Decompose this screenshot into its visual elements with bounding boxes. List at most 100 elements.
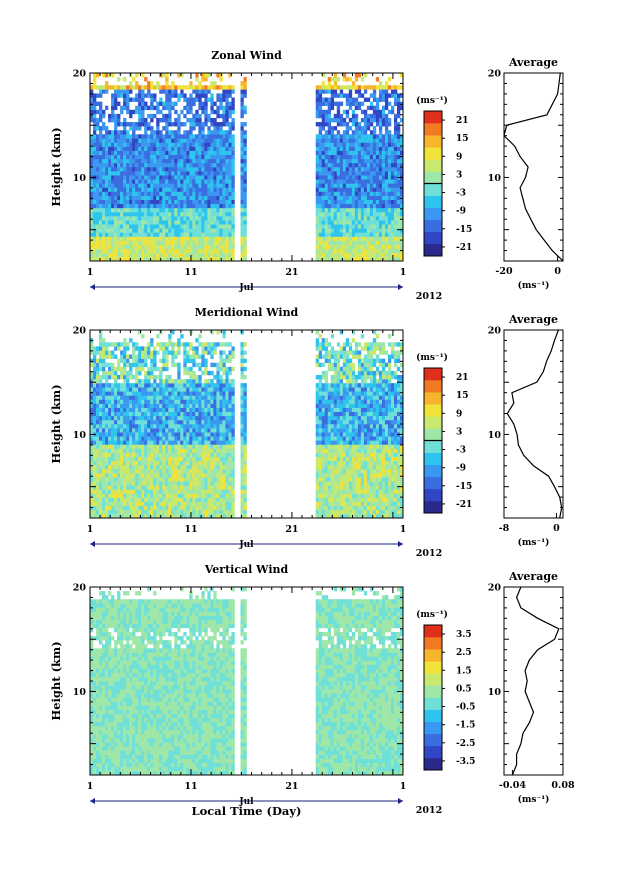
heatmap-cell: [231, 183, 235, 188]
heatmap-cell: [141, 485, 145, 490]
heatmap-cell: [117, 85, 121, 90]
heatmap-cell: [159, 395, 163, 400]
heatmap-cell: [207, 89, 211, 94]
heatmap-cell: [180, 334, 184, 339]
heatmap-cell: [177, 395, 181, 400]
heatmap-cell: [96, 256, 100, 262]
heatmap-cell: [105, 489, 109, 494]
heatmap-cell: [168, 419, 172, 425]
heatmap-cell: [96, 93, 100, 98]
heatmap-cell: [105, 81, 109, 86]
heatmap-cell: [192, 387, 196, 392]
heatmap-cell: [216, 207, 220, 213]
heatmap-cell: [117, 505, 121, 511]
heatmap-cell: [207, 444, 211, 449]
heatmap-cell: [207, 158, 211, 164]
heatmap-cell: [333, 146, 338, 151]
heatmap-cell: [105, 73, 109, 78]
heatmap-cell: [153, 146, 157, 151]
heatmap-cell: [141, 122, 145, 127]
heatmap-cell: [393, 256, 398, 262]
heatmap-cell: [393, 244, 398, 250]
colorbar-tick-label: 21: [456, 116, 469, 126]
heatmap-cell: [162, 113, 166, 119]
heatmap-cell: [126, 203, 130, 209]
heatmap-cell: [126, 199, 130, 205]
heatmap-cell: [174, 505, 178, 511]
heatmap-cell: [171, 403, 175, 408]
heatmap-cell: [135, 440, 139, 445]
heatmap-cell: [183, 473, 187, 478]
heatmap-cell: [138, 444, 142, 449]
heatmap-cell: [204, 101, 208, 106]
heatmap-cell: [339, 101, 344, 106]
heatmap-cell: [120, 395, 124, 400]
heatmap-cell: [129, 109, 133, 115]
heatmap-cell: [222, 240, 226, 245]
heatmap-cell: [384, 248, 389, 254]
heatmap-cell: [159, 493, 163, 498]
heatmap-cell: [387, 211, 392, 217]
heatmap-cell: [183, 85, 187, 90]
heatmap-cell: [165, 117, 169, 123]
heatmap-cell: [99, 113, 103, 119]
heatmap-cell: [165, 101, 169, 106]
heatmap-cell: [390, 199, 395, 205]
heatmap-cell: [186, 207, 190, 213]
heatmap-cell: [111, 130, 115, 135]
heatmap-cell: [222, 199, 226, 205]
heatmap-cell: [336, 77, 341, 82]
heatmap-cell: [105, 464, 109, 470]
heatmap-cell: [144, 228, 148, 233]
heatmap-cell: [123, 244, 127, 250]
heatmap-cell: [93, 126, 97, 131]
heatmap-cell: [243, 175, 247, 180]
heatmap-cell: [165, 236, 169, 241]
heatmap-cell: [165, 350, 169, 355]
heatmap-cell: [186, 379, 190, 384]
heatmap-cell: [180, 424, 184, 429]
heatmap-cell: [165, 248, 169, 254]
heatmap-cell: [195, 444, 199, 449]
heatmap-cell: [141, 228, 145, 233]
heatmap-cell: [228, 158, 232, 164]
heatmap-cell: [207, 162, 211, 168]
heatmap-cell: [162, 117, 166, 123]
heatmap-cell: [360, 179, 365, 184]
heatmap-cell: [354, 167, 359, 172]
heatmap-cell: [99, 383, 103, 388]
heatmap-cell: [327, 77, 332, 82]
heatmap-cell: [99, 228, 103, 233]
heatmap-cell: [228, 73, 232, 78]
heatmap-cell: [168, 460, 172, 466]
heatmap-cell: [180, 175, 184, 180]
heatmap-cell: [147, 162, 151, 168]
heatmap-cell: [174, 150, 178, 156]
heatmap-cell: [117, 485, 121, 490]
heatmap-cell: [186, 342, 190, 347]
heatmap-cell: [114, 395, 118, 400]
heatmap-cell: [195, 468, 199, 474]
heatmap-cell: [243, 252, 247, 258]
heatmap-cell: [219, 199, 223, 205]
heatmap-cell: [336, 154, 341, 160]
heatmap-cell: [195, 501, 199, 507]
heatmap-cell: [162, 497, 166, 502]
heatmap-cell: [321, 236, 326, 241]
heatmap-cell: [129, 85, 133, 90]
heatmap-cell: [129, 362, 133, 368]
heatmap-cell: [201, 122, 205, 127]
heatmap-cell: [93, 171, 97, 176]
heatmap-cell: [129, 232, 133, 237]
heatmap-cell: [369, 183, 374, 188]
heatmap-cell: [93, 138, 97, 143]
heatmap-cell: [327, 252, 332, 258]
heatmap-cell: [105, 452, 109, 457]
heatmap-cell: [144, 452, 148, 457]
heatmap-cell: [132, 513, 136, 519]
heatmap-cell: [105, 236, 109, 241]
heatmap-cell: [324, 146, 329, 151]
heatmap-cell: [177, 448, 181, 453]
heatmap-cell: [384, 183, 389, 188]
heatmap-cell: [90, 477, 94, 482]
